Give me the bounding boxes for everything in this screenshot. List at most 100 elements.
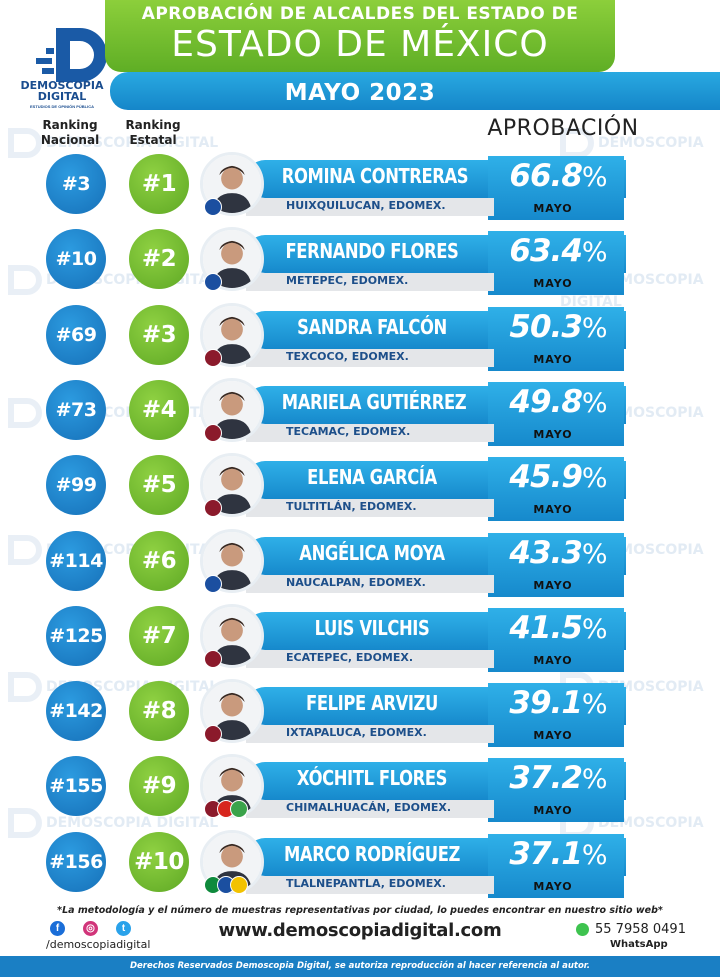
city-label: METEPEC, EDOMEX. xyxy=(286,274,409,288)
table-row: #114 #6 ANGÉLICA MOYA NAUCALPAN, EDOMEX. 43.… xyxy=(0,528,720,601)
footer-bar xyxy=(0,956,720,977)
state-rank: #3 xyxy=(129,304,189,365)
approval-month: MAYO xyxy=(533,804,573,818)
instagram-icon[interactable]: ◎ xyxy=(83,921,98,936)
national-rank: #156 xyxy=(46,831,106,892)
state-rank: #7 xyxy=(129,605,189,666)
city-bar xyxy=(246,875,494,894)
approval-value: 50.3% xyxy=(509,308,607,345)
table-row: #125 #7 LUIS VILCHIS ECATEPEC, EDOMEX. 41.5%… xyxy=(0,603,720,676)
approval-value: 43.3% xyxy=(509,534,607,571)
social-handle[interactable]: /demoscopiadigital xyxy=(46,938,151,951)
person-icon xyxy=(203,155,261,213)
party-logo-icon xyxy=(204,649,222,668)
city-bar xyxy=(246,273,494,292)
month-banner xyxy=(110,72,720,110)
logo-name: DEMOSCOPIA DIGITAL xyxy=(20,79,104,103)
logo: DEMOSCOPIA DIGITAL ESTUDIOS DE OPINIÓN P… xyxy=(12,28,112,112)
person-icon xyxy=(203,380,261,439)
approval-tab xyxy=(488,156,624,220)
approval-tab xyxy=(488,532,624,597)
title-banner xyxy=(105,0,615,72)
state-rank: #4 xyxy=(129,379,189,440)
person-icon xyxy=(203,606,261,665)
column-head-state: Ranking Estatal xyxy=(125,118,181,147)
approval-tab xyxy=(488,683,624,748)
state-rank: #9 xyxy=(129,756,189,817)
mayor-name: FELIPE ARVIZU xyxy=(306,691,438,716)
table-row: #142 #8 FELIPE ARVIZU IXTAPALUCA, EDOMEX. 39… xyxy=(0,679,720,751)
party-logo-icon xyxy=(204,198,222,216)
mayor-name: ROMINA CONTRERAS xyxy=(281,164,469,188)
whatsapp-label: WhatsApp xyxy=(610,939,668,950)
city-bar xyxy=(246,348,494,367)
city-bar xyxy=(246,423,494,442)
approval-tab xyxy=(488,607,624,672)
city-bar xyxy=(246,198,494,216)
mayor-name: SANDRA FALCÓN xyxy=(297,314,447,339)
table-row: #69 #3 SANDRA FALCÓN TEXCOCO, EDOMEX. 50.3% M… xyxy=(0,302,720,375)
approval-month: MAYO xyxy=(533,427,573,441)
mayor-name: ANGÉLICA MOYA xyxy=(299,540,445,565)
state-rank: #2 xyxy=(129,229,189,290)
mayor-name: ELENA GARCÍA xyxy=(307,465,437,490)
rights-notice: Derechos Reservados Demoscopia Digital, … xyxy=(129,961,591,971)
national-rank: #125 xyxy=(46,605,106,666)
approval-month: MAYO xyxy=(533,729,573,743)
city-bar xyxy=(246,574,494,593)
header: DEMOSCOPIA DIGITAL ESTUDIOS DE OPINIÓN P… xyxy=(0,0,720,112)
approval-tab xyxy=(488,758,624,823)
approval-month: MAYO xyxy=(533,352,573,366)
city-bar xyxy=(246,800,494,819)
city-label: IXTAPALUCA, EDOMEX. xyxy=(286,726,427,740)
approval-month: MAYO xyxy=(533,202,573,215)
city-label: NAUCALPAN, EDOMEX. xyxy=(286,575,426,589)
social-icons: f ◎ t xyxy=(50,918,150,938)
party-logo-icon xyxy=(204,499,222,518)
national-rank: #155 xyxy=(46,756,106,817)
methodology-note: *La metodología y el número de muestras … xyxy=(57,905,663,916)
national-rank: #99 xyxy=(46,455,106,516)
city-label: CHIMALHUACÁN, EDOMEX. xyxy=(286,801,452,815)
state-rank: #6 xyxy=(129,530,189,591)
title-top: APROBACIÓN DE ALCALDES DEL ESTADO DE xyxy=(141,4,579,24)
city-label: ECATEPEC, EDOMEX. xyxy=(286,650,414,664)
approval-value: 45.9% xyxy=(509,459,607,496)
mayor-name: LUIS VILCHIS xyxy=(314,615,430,640)
city-label: TULTITLÁN, EDOMEX. xyxy=(286,500,417,514)
city-label: TECAMAC, EDOMEX. xyxy=(286,424,411,438)
city-label: HUIXQUILUCAN, EDOMEX. xyxy=(286,199,446,212)
mayor-name: MARIELA GUTIÉRREZ xyxy=(281,389,467,414)
state-rank: #8 xyxy=(129,681,189,742)
national-rank: #3 xyxy=(46,154,106,214)
watermark: DEMOSCOPIA DIGITAL xyxy=(8,808,218,838)
approval-value: 37.1% xyxy=(509,835,607,872)
approval-tab xyxy=(488,381,624,446)
approval-tab xyxy=(488,231,624,296)
national-rank: #69 xyxy=(46,304,106,365)
mayor-name: FERNANDO FLORES xyxy=(285,239,459,264)
website-link[interactable]: www.demoscopiadigital.com xyxy=(218,920,502,941)
approval-month: MAYO xyxy=(533,879,573,893)
mayor-name: XÓCHITL FLORES xyxy=(296,766,448,791)
party-logo-icon xyxy=(204,348,222,367)
facebook-icon[interactable]: f xyxy=(50,921,65,936)
party-logo-icon xyxy=(204,423,222,442)
party-logo-icon xyxy=(204,574,222,593)
approval-month: MAYO xyxy=(533,503,573,517)
twitter-icon[interactable]: t xyxy=(116,921,131,936)
approval-month: MAYO xyxy=(533,277,573,291)
approval-tab xyxy=(488,306,624,371)
phone-number[interactable]: 55 7958 0491 xyxy=(576,922,686,937)
mayor-photo xyxy=(200,377,264,442)
party-logo-icon xyxy=(204,273,222,292)
state-rank: #1 xyxy=(129,154,189,214)
table-row: #3 #1 ROMINA CONTRERAS HUIXQUILUCAN, EDOMEX… xyxy=(0,152,720,224)
table-row: #99 #5 ELENA GARCÍA TULTITLÁN, EDOMEX. 45.9%… xyxy=(0,453,720,525)
city-bar xyxy=(246,499,494,518)
approval-value: 37.2% xyxy=(509,760,607,797)
approval-tab xyxy=(488,457,624,522)
city-bar xyxy=(246,725,494,744)
column-head-national: Ranking Nacional xyxy=(40,118,100,147)
state-rank: #5 xyxy=(129,455,189,516)
